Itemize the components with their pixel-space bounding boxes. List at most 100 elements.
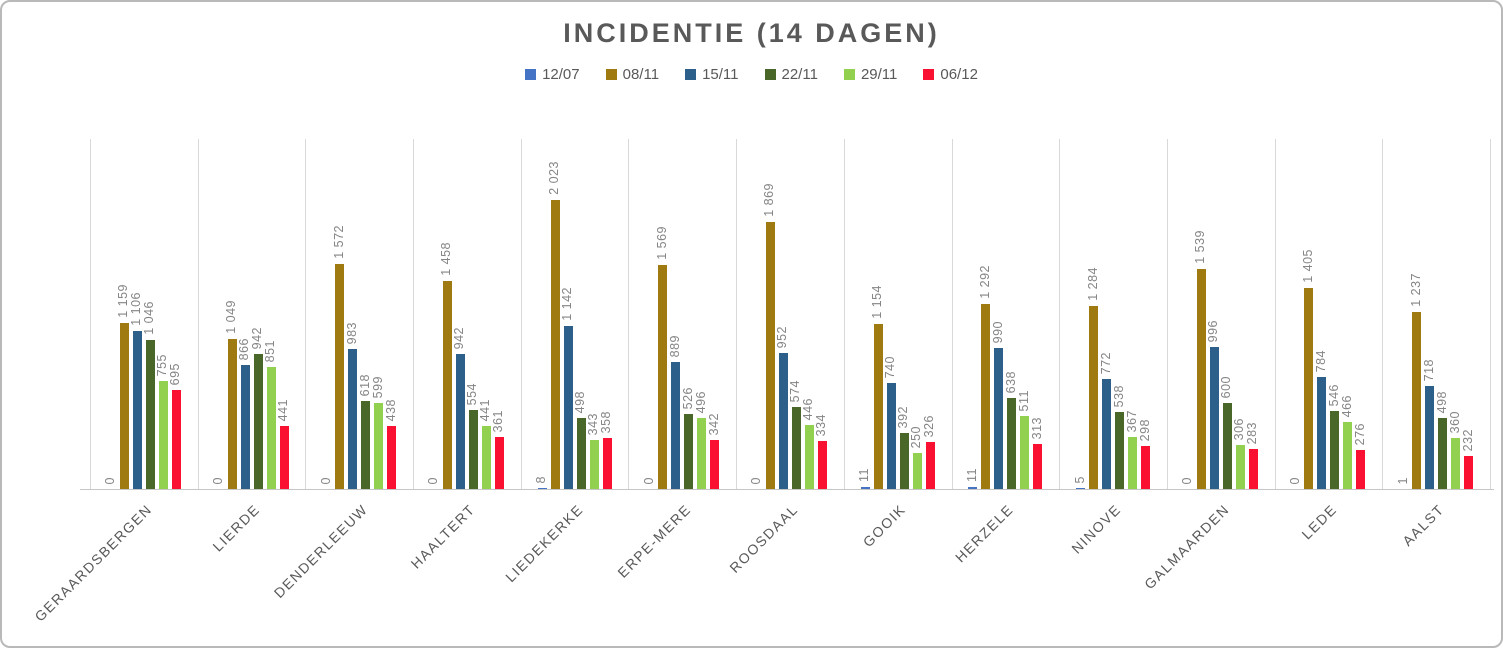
bar-slot: 851 — [263, 139, 277, 489]
bar-value-label: 695 — [168, 362, 183, 385]
legend-item-06-12: 06/12 — [923, 66, 978, 83]
bar-slot: 638 — [1004, 139, 1018, 489]
bar-slot: 1 — [1396, 139, 1410, 489]
gridline — [1490, 139, 1491, 489]
bar-value-label: 0 — [211, 476, 226, 484]
bar-value-label: 1 572 — [331, 225, 346, 259]
category-label: ERPE-MERE — [613, 501, 694, 581]
bar-value-label: 599 — [370, 375, 385, 398]
bar-22-11 — [468, 410, 478, 489]
bar-slot: 755 — [155, 139, 169, 489]
bar-value-label: 889 — [667, 334, 682, 357]
gridline — [736, 139, 738, 489]
bar-group: 0 1 539 996 600 306 283 — [1167, 139, 1275, 489]
bar-slot: 538 — [1112, 139, 1126, 489]
bar-value-label: 952 — [775, 325, 790, 348]
bar-slot: 0 — [103, 139, 117, 489]
bar-value-label: 1 237 — [1408, 273, 1423, 307]
bar-15-11 — [1425, 386, 1435, 489]
legend-swatch-icon — [843, 69, 855, 80]
bar-slot: 343 — [586, 139, 600, 489]
bar-value-label: 1 284 — [1085, 267, 1100, 301]
legend-item-15-11: 15/11 — [685, 66, 739, 83]
bar-value-label: 942 — [452, 326, 467, 349]
bar-29-11 — [912, 453, 922, 489]
bar-slot: 334 — [814, 139, 828, 489]
bar-slot: 283 — [1245, 139, 1259, 489]
bar-value-label: 851 — [263, 339, 278, 362]
legend-swatch-icon — [923, 69, 935, 80]
bar-slot: 446 — [801, 139, 815, 489]
bar-value-label: 511 — [1016, 389, 1031, 411]
bar-08-11 — [658, 265, 668, 489]
bar-value-label: 1 569 — [654, 226, 669, 260]
bar-12-07 — [860, 487, 870, 489]
bar-slot: 276 — [1353, 139, 1367, 489]
bar-slot: 772 — [1098, 139, 1113, 489]
bar-slot: 232 — [1461, 139, 1475, 489]
category-label: GOOIK — [859, 501, 910, 551]
bar-value-label: 0 — [318, 476, 333, 484]
gridline — [90, 139, 91, 489]
bar-15-11 — [455, 354, 465, 489]
bar-29-11 — [1451, 438, 1461, 489]
bar-value-label: 1 869 — [762, 183, 777, 217]
legend-swatch-icon — [525, 69, 537, 80]
bar-slot: 1 106 — [129, 139, 143, 489]
bar-slot: 1 539 — [1193, 139, 1207, 489]
bar-22-11 — [1115, 412, 1125, 489]
bar-slot: 695 — [168, 139, 182, 489]
bar-value-label: 2 023 — [547, 161, 562, 195]
bar-slot: 526 — [681, 139, 695, 489]
bar-value-label: 1 292 — [977, 265, 992, 299]
bar-value-label: 283 — [1245, 421, 1260, 444]
gridline — [1166, 139, 1168, 489]
bar-06-12 — [817, 441, 827, 489]
bar-06-12 — [925, 442, 935, 489]
bar-group: 0 1 572 983 618 599 438 — [305, 139, 413, 489]
bar-value-label: 996 — [1206, 319, 1221, 342]
bar-slot: 0 — [211, 139, 225, 489]
bar-value-label: 313 — [1029, 416, 1044, 439]
bar-08-11 — [765, 222, 775, 489]
bar-06-12 — [171, 390, 181, 489]
gridline — [520, 139, 522, 489]
bar-value-label: 358 — [599, 410, 614, 433]
bar-22-11 — [791, 407, 801, 489]
legend-swatch-icon — [685, 69, 697, 80]
bar-slot: 5 — [1072, 139, 1087, 489]
bar-slot: 1 154 — [870, 139, 884, 489]
chart-title: INCIDENTIE (14 DAGEN) — [563, 18, 940, 48]
category-label: DENDERLEEUW — [270, 501, 371, 601]
gridline — [1382, 139, 1384, 489]
bar-slot: 11 — [965, 139, 979, 489]
category-label: AALST — [1399, 501, 1448, 549]
bar-slot: 942 — [452, 139, 466, 489]
bar-group: 5 1 284 772 538 367 298 — [1059, 139, 1167, 489]
bar-value-label: 1 142 — [560, 287, 575, 321]
bar-slot: 438 — [383, 139, 398, 489]
bar-value-label: 5 — [1072, 475, 1087, 483]
bar-value-label: 772 — [1098, 351, 1113, 374]
bar-slot: 250 — [909, 139, 923, 489]
bar-slot: 0 — [749, 139, 763, 489]
bar-slot: 942 — [250, 139, 264, 489]
bar-slot: 1 049 — [224, 139, 238, 489]
bar-value-label: 438 — [383, 398, 398, 421]
bar-29-11 — [1235, 445, 1245, 489]
bar-06-12 — [1033, 444, 1043, 489]
legend-label: 22/11 — [781, 66, 818, 83]
bar-08-11 — [227, 339, 237, 489]
bar-slot: 306 — [1232, 139, 1246, 489]
bar-value-label: 1 539 — [1193, 230, 1208, 264]
bar-slot: 511 — [1016, 139, 1031, 489]
bar-slot: 441 — [276, 139, 290, 489]
bar-29-11 — [1020, 416, 1030, 489]
bar-value-label: 0 — [1287, 476, 1302, 484]
category-label: HAALTERT — [407, 501, 479, 572]
legend-label: 29/11 — [860, 66, 898, 83]
bar-slot: 1 142 — [560, 139, 574, 489]
bar-29-11 — [481, 426, 491, 489]
bar-slot: 1 569 — [654, 139, 669, 489]
bar-slot: 0 — [426, 139, 440, 489]
